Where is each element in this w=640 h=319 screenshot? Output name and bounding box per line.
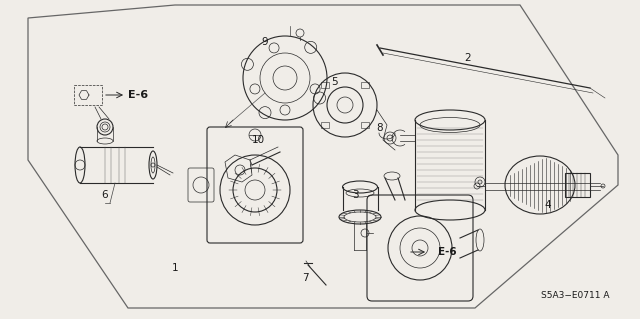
Bar	[361, 122, 369, 128]
Text: 2: 2	[465, 53, 471, 63]
Bar	[321, 82, 329, 88]
Text: S5A3−E0711 A: S5A3−E0711 A	[541, 291, 609, 300]
Text: 3: 3	[352, 190, 358, 200]
Text: 4: 4	[545, 200, 551, 210]
Text: 1: 1	[172, 263, 179, 273]
Bar	[361, 82, 369, 88]
Text: 9: 9	[262, 37, 268, 47]
Bar	[321, 122, 329, 128]
Text: E-6: E-6	[128, 90, 148, 100]
Text: E-6: E-6	[438, 247, 456, 257]
Text: 7: 7	[301, 273, 308, 283]
Text: 8: 8	[377, 123, 383, 133]
Text: 5: 5	[332, 77, 339, 87]
Text: 10: 10	[252, 135, 264, 145]
Text: 6: 6	[102, 190, 108, 200]
